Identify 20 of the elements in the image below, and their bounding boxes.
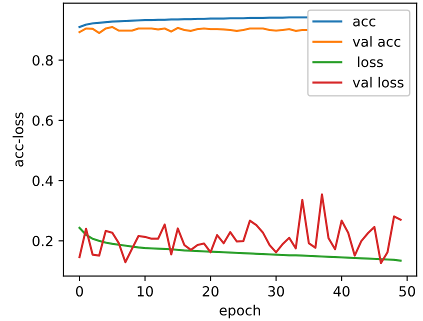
- line-series: [78, 226, 402, 262]
- y-axis-title: acc-loss: [12, 112, 24, 167]
- legend-label: val acc: [352, 36, 400, 47]
- x-axis-title: epoch: [220, 304, 260, 318]
- y-tick-label: 0.4: [32, 176, 53, 186]
- x-tick-label: 0: [76, 286, 83, 297]
- y-tick-label: 0.2: [32, 236, 52, 246]
- line-series: [78, 193, 402, 264]
- y-tick-label: 0.8: [32, 55, 53, 66]
- x-tick-label: 40: [333, 286, 350, 297]
- legend-label: acc: [353, 18, 376, 26]
- legend-label: val loss: [352, 76, 404, 88]
- x-tick-label: 30: [268, 286, 284, 297]
- line-series: [78, 26, 310, 34]
- y-tick-label: 0.6: [32, 115, 53, 126]
- x-tick-label: 10: [138, 286, 153, 297]
- x-tick-label: 20: [202, 286, 218, 297]
- line-series: [78, 16, 310, 28]
- x-tick-label: 50: [399, 286, 416, 297]
- legend-label: loss: [358, 56, 383, 68]
